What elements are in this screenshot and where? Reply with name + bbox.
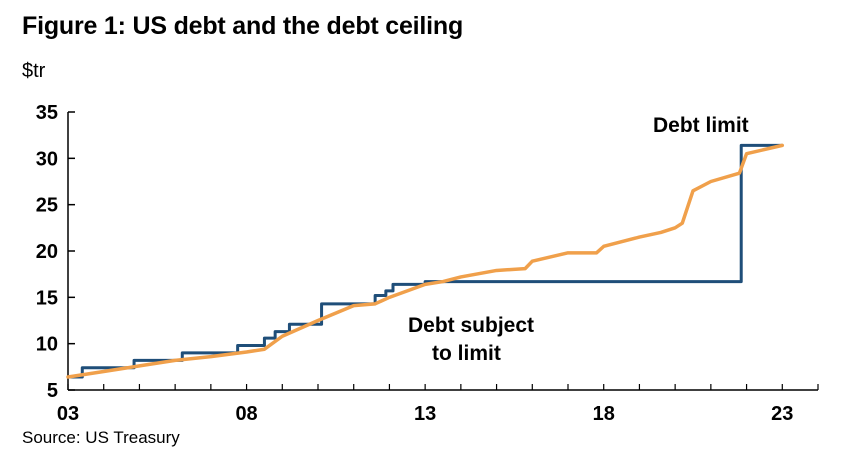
chart-series (66, 143, 785, 379)
y-tick-label-15: 15 (36, 287, 58, 309)
chart-axes: 5 10 15 20 25 30 35 03 08 13 18 23 (36, 102, 819, 425)
x-tick-label-18: 18 (593, 403, 615, 425)
y-tick-label-10: 10 (36, 334, 58, 356)
series-line-debt-limit (66, 143, 784, 379)
annotation-debt-subject-line1: Debt subject (408, 314, 534, 337)
series-line-debt-subject-to-limit (66, 143, 785, 379)
x-tick-label-13: 13 (414, 403, 436, 425)
x-tick-label-08: 08 (235, 403, 257, 425)
chart-title: Figure 1: US debt and the debt ceiling (22, 12, 464, 40)
y-tick-label-25: 25 (36, 195, 58, 217)
y-tick-label-5: 5 (47, 380, 58, 402)
annotation-debt-subject-line2: to limit (432, 342, 501, 365)
source-note: Source: US Treasury (22, 428, 180, 447)
y-axis-unit-label: $tr (22, 60, 46, 82)
x-tick-label-23: 23 (771, 403, 793, 425)
y-tick-label-20: 20 (36, 241, 58, 263)
y-tick-label-35: 35 (36, 102, 58, 124)
annotation-debt-limit: Debt limit (653, 114, 749, 137)
x-tick-label-03: 03 (57, 403, 79, 425)
y-tick-label-30: 30 (36, 148, 58, 170)
